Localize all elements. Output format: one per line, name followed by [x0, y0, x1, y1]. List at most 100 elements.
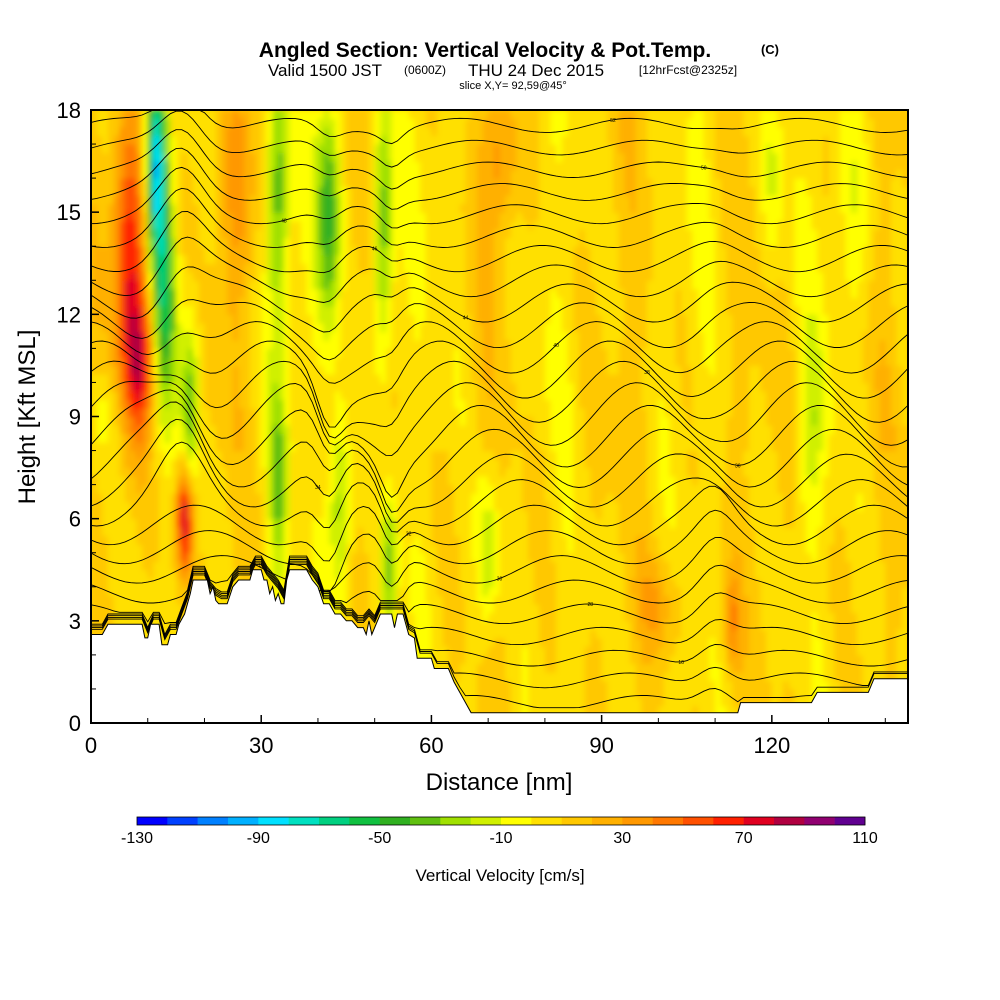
field-cell — [357, 220, 364, 230]
field-cell — [317, 135, 325, 145]
field-cell — [363, 569, 370, 579]
field-cell — [351, 237, 359, 247]
field-cell — [159, 152, 166, 162]
field-cell — [96, 450, 103, 460]
field-cell — [244, 305, 251, 315]
field-cell — [329, 178, 336, 188]
field-cell — [346, 178, 353, 188]
field-cell — [227, 186, 234, 196]
field-cell — [414, 178, 421, 188]
field-cell — [414, 612, 421, 622]
field-cell — [238, 229, 245, 239]
field-cell — [227, 425, 234, 435]
field-cell — [176, 314, 183, 324]
field-cell — [283, 229, 291, 239]
field-cell — [476, 297, 484, 307]
field-cell — [346, 322, 353, 332]
field-cell — [374, 373, 381, 384]
field-cell — [238, 203, 245, 213]
field-cell — [374, 314, 381, 324]
field-cell — [329, 552, 336, 562]
field-cell — [351, 569, 359, 579]
field-cell — [272, 450, 279, 460]
field-cell — [96, 186, 103, 196]
field-cell — [346, 280, 353, 290]
field-cell — [295, 288, 302, 298]
field-cell — [295, 416, 302, 426]
field-cell — [442, 152, 450, 162]
field-cell — [244, 144, 251, 154]
field-cell — [159, 442, 166, 452]
field-cell — [374, 442, 381, 452]
field-cell — [130, 442, 137, 452]
field-cell — [334, 484, 342, 494]
field-cell — [323, 510, 330, 520]
field-cell — [130, 425, 137, 435]
field-cell — [136, 152, 143, 162]
field-cell — [306, 254, 313, 264]
field-cell — [476, 688, 484, 699]
field-cell — [204, 390, 211, 401]
field-cell — [238, 442, 245, 452]
field-cell — [454, 254, 461, 264]
field-cell — [431, 161, 438, 171]
field-cell — [198, 288, 206, 298]
field-cell — [221, 195, 228, 205]
field-cell — [159, 365, 166, 375]
field-cell — [408, 305, 415, 315]
field-cell — [119, 110, 126, 120]
field-cell — [176, 603, 183, 613]
field-cell — [329, 288, 336, 298]
field-cell — [170, 237, 177, 247]
field-cell — [232, 271, 240, 281]
field-cell — [130, 178, 137, 188]
field-cell — [323, 186, 330, 196]
field-cell — [369, 365, 376, 375]
field-cell — [386, 280, 393, 290]
field-cell — [420, 110, 427, 120]
field-cell — [147, 169, 155, 179]
field-cell — [380, 314, 387, 324]
field-cell — [289, 110, 296, 120]
field-cell — [448, 186, 455, 196]
field-cell — [420, 339, 427, 349]
field-cell — [238, 178, 245, 188]
field-cell — [454, 416, 461, 426]
field-cell — [334, 229, 342, 239]
field-cell — [193, 373, 200, 384]
field-cell — [397, 450, 404, 460]
field-cell — [351, 331, 359, 341]
field-cell — [238, 425, 245, 435]
field-cell — [476, 637, 484, 647]
field-cell — [283, 493, 291, 503]
field-cell — [295, 110, 302, 120]
field-cell — [244, 322, 251, 332]
field-cell — [125, 569, 132, 579]
field-cell — [437, 620, 444, 630]
field-cell — [147, 578, 155, 588]
field-cell — [351, 246, 359, 256]
field-cell — [329, 348, 336, 358]
field-cell — [198, 407, 206, 418]
field-cell — [459, 407, 467, 418]
field-cell — [476, 433, 484, 443]
field-cell — [153, 348, 160, 358]
field-cell — [96, 629, 103, 639]
field-cell — [147, 348, 155, 358]
field-cell — [369, 416, 376, 426]
field-cell — [147, 322, 155, 332]
field-cell — [289, 510, 296, 520]
field-cell — [476, 416, 484, 426]
field-cell — [261, 110, 268, 120]
field-cell — [244, 476, 251, 486]
field-cell — [96, 322, 103, 332]
field-cell — [187, 212, 194, 222]
field-cell — [386, 552, 393, 562]
field-cell — [300, 220, 308, 230]
field-cell — [215, 169, 223, 179]
field-cell — [221, 390, 228, 401]
field-cell — [130, 263, 137, 273]
field-cell — [380, 518, 387, 528]
field-cell — [210, 510, 217, 520]
field-cell — [272, 331, 279, 341]
